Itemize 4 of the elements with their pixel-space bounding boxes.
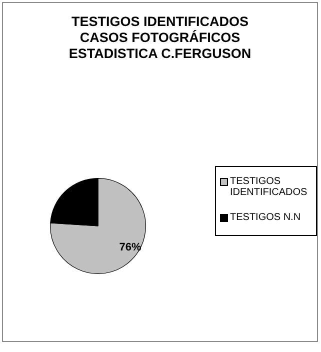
chart-title: TESTIGOS IDENTIFICADOS CASOS FOTOGRÁFICOS ESTADISTICA C.FERGUSON <box>68 14 252 62</box>
data-label: 76% <box>119 242 142 254</box>
legend-label: TESTIGOS IDENTIFICADOS <box>230 176 308 198</box>
legend-label: TESTIGOS N.N <box>230 212 301 223</box>
